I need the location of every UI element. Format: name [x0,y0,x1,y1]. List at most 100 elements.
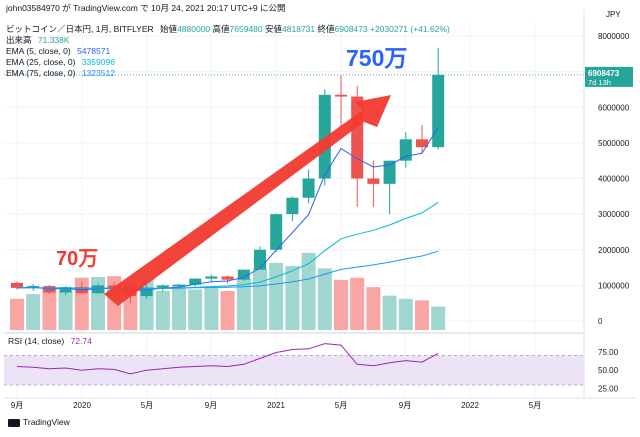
low-label: 安値 [265,24,283,34]
volume-bar [269,262,284,330]
price-tick-label: 4000000 [598,175,630,184]
candle-body [302,178,315,198]
time-tick-label: 5月 [141,401,153,410]
tradingview-brand[interactable]: TradingView [8,417,70,427]
volume-bar [415,300,429,330]
ema25-label: EMA (25, close, 0) [6,57,76,67]
price-tick-label: 5000000 [598,139,630,148]
volume-bar [10,298,24,330]
candle-body [270,214,283,250]
volume-bar [253,268,267,330]
close-label: 終値 [317,24,335,34]
volume-value: 71.338K [37,35,70,45]
volume-bar [285,266,300,330]
price-tag-value: 6908473 [588,69,620,78]
rsi-pane: 75.00 50.00 25.00 [4,332,619,394]
close-value: 6908473 [334,24,368,34]
open-label: 始値 [160,24,178,34]
candle-body [335,94,347,97]
volume-legend[interactable]: 出来高 71.338K [6,35,70,45]
time-tick-label: 2021 [267,401,285,410]
candle-body [156,285,169,288]
high-value: 7659480 [229,24,263,34]
price-tick-label: 1000000 [598,281,630,290]
ema5-line [16,126,439,292]
ema5-legend[interactable]: EMA (5, close, 0) 5478571 [6,46,110,56]
time-tick-label: 9月 [399,401,411,410]
candle-body [59,287,72,293]
time-tick-label: 2020 [73,401,91,410]
rsi-value: 72.74 [70,336,92,346]
tradingview-logo-icon [8,418,20,427]
candle-body [173,284,185,287]
volume-bar [155,291,170,330]
volume-bar [366,287,381,330]
time-tick-label: 5月 [335,401,347,410]
rsi-tick-label: 25.00 [598,385,619,394]
price-tag-countdown: 7d 13h [588,78,611,87]
ema75-line [16,250,439,289]
volume-bar [172,284,186,330]
candle-body [221,276,234,280]
candle-body [351,96,364,179]
rsi-tick-label: 50.00 [598,366,619,375]
candle-body [189,278,202,285]
rsi-line [16,343,439,375]
low-value: 4818731 [282,24,316,34]
time-axis: 9月 2020 5月 9月 2021 5月 9月 2022 5月 [4,397,636,410]
ema75-value: 1323512 [81,68,115,78]
price-tick-label: 0 [598,317,603,326]
volume-bar [382,295,397,330]
change-value: +2030271 (+41.62%) [369,24,450,34]
ema-lines [16,126,439,292]
volume-bar [334,280,348,330]
candle-body [254,249,266,270]
rsi-tick-label: 75.00 [598,348,619,357]
volume-bar [204,287,219,330]
time-tick-label: 9月 [11,401,23,410]
candle-body [367,178,380,184]
price-tick-label: 6000000 [598,103,630,112]
symbol-name[interactable]: ビットコイン／日本円, 1月, BITFLYER [6,24,154,34]
volume-bar [188,289,203,330]
volume-bar [301,252,316,330]
volume-bar [431,306,446,330]
price-tick-label: 8000000 [598,32,630,41]
candle-body [432,74,445,148]
open-value: 4880000 [177,24,211,34]
ema5-value: 5478571 [77,46,111,56]
candle-body [286,197,299,215]
ohlc-line: ビットコイン／日本円, 1月, BITFLYER 始値4880000 高値765… [6,24,450,34]
volume-bar [236,278,251,330]
volume-bar [350,277,365,330]
annotation-70man: 70万 [56,248,98,270]
ema25-value: 3359096 [81,57,115,67]
currency-label[interactable]: JPY [606,10,621,19]
ema5-label: EMA (5, close, 0) [6,46,71,56]
high-label: 高値 [212,24,230,34]
time-tick-label: 5月 [529,401,541,410]
time-tick-label: 2022 [461,401,479,410]
price-tag-bg [585,66,633,87]
brand-text: TradingView [23,417,70,427]
ema25-legend[interactable]: EMA (25, close, 0) 3359096 [6,57,115,67]
rsi-label: RSI (14, close) [8,336,65,346]
volume-bar [317,268,332,330]
volume-bar [42,287,57,330]
rsi-legend[interactable]: RSI (14, close) 72.74 [8,336,92,346]
overlay: 70万 750万 [56,45,407,306]
candle-body [140,287,153,297]
publish-line: john03584970 が TradingView.com で 10月 24,… [6,3,286,13]
volume-label: 出来高 [6,35,32,45]
price-tick-label: 2000000 [598,246,630,255]
rsi-band [4,355,584,385]
candle-body [205,276,218,279]
ema75-label: EMA (75, close, 0) [6,68,76,78]
candle-body [11,282,23,288]
time-tick-label: 9月 [205,401,217,410]
candle-body [237,269,250,280]
ema75-legend[interactable]: EMA (75, close, 0) 1323512 [6,68,115,78]
candle-body [92,285,104,294]
